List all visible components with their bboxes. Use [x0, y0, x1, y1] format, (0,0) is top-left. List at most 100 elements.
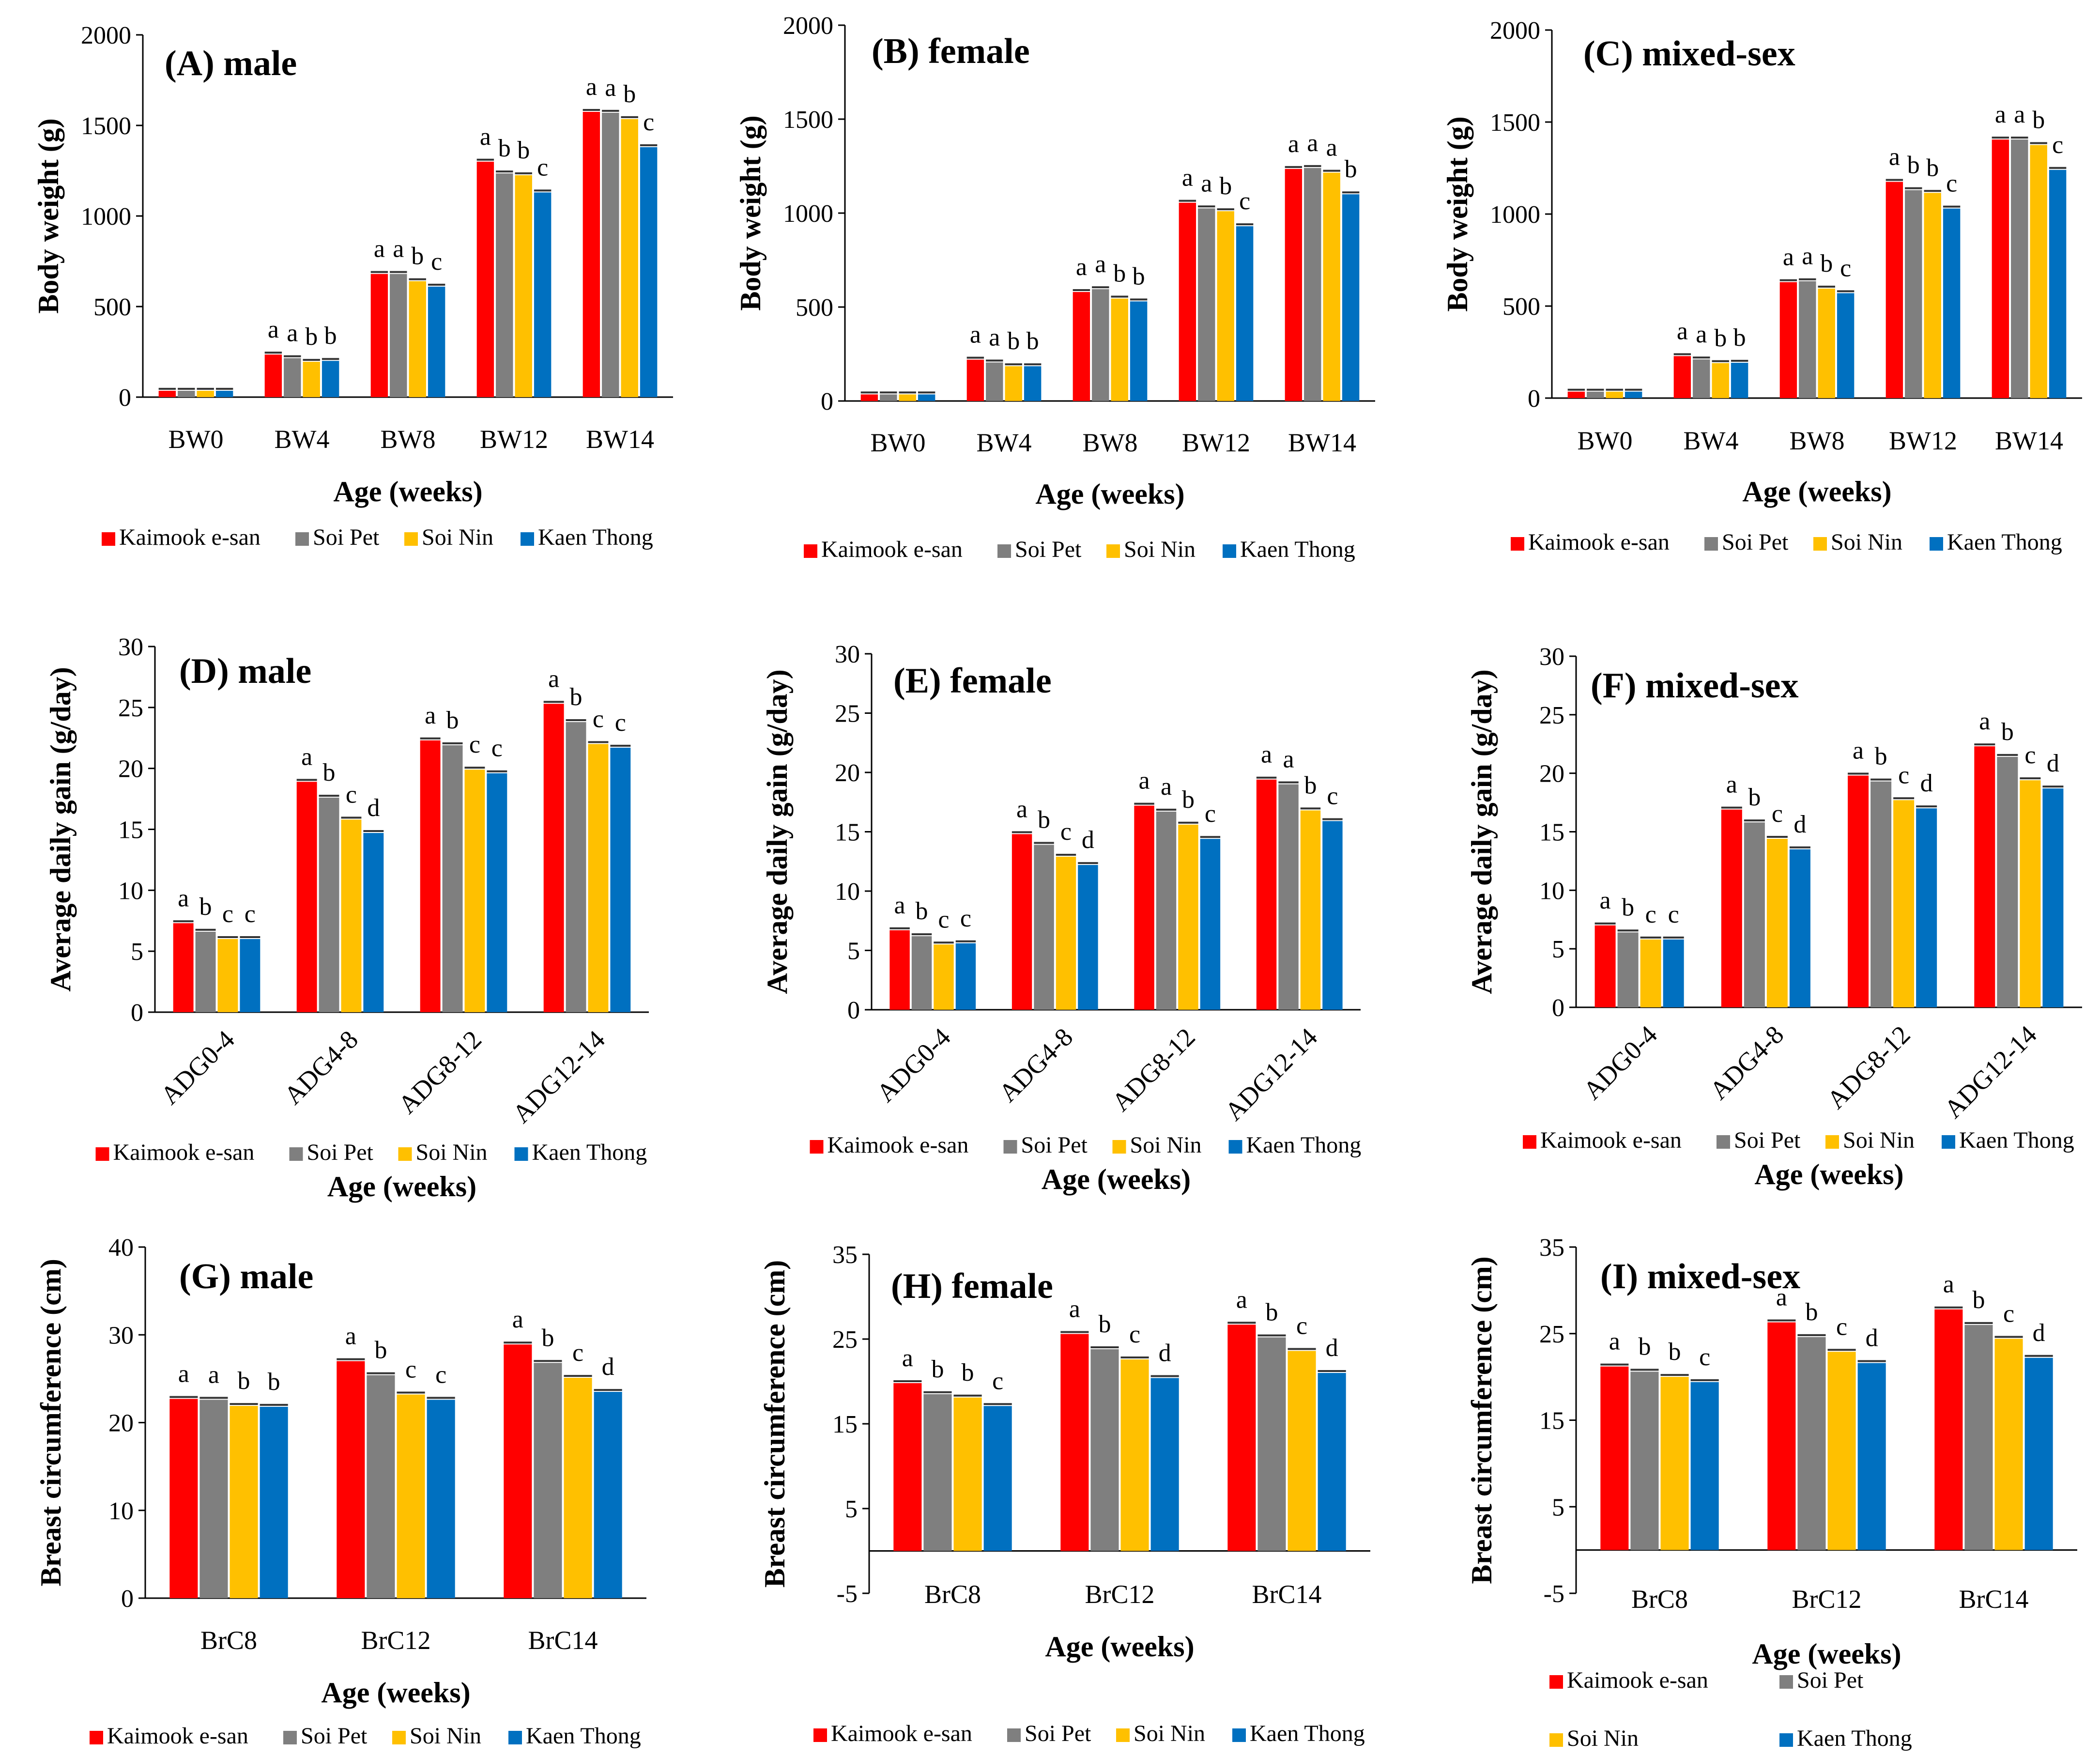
bar-kaen-thong	[2049, 170, 2067, 398]
y-tick-label: 20	[835, 759, 860, 787]
x-category-label: ADG12-14	[1219, 1022, 1323, 1126]
significance-letter: a	[989, 324, 1000, 351]
y-tick-label: 30	[1539, 643, 1564, 671]
x-category-label: ADG0-4	[1578, 1020, 1663, 1105]
bar-soi-pet	[1156, 811, 1177, 1010]
bar-kaimook-e-san	[1179, 202, 1196, 401]
legend-label: Soi Pet	[1015, 537, 1082, 562]
significance-letter: b	[931, 1356, 944, 1383]
y-tick-label: 40	[108, 1234, 134, 1262]
bar-kaimook-e-san	[860, 394, 878, 401]
significance-letter: a	[586, 73, 597, 101]
legend-swatch	[1523, 1135, 1536, 1149]
significance-letter: a	[425, 702, 436, 729]
bar-soi-pet	[178, 390, 195, 397]
bar-kaen-thong	[1342, 194, 1360, 401]
bar-soi-nin	[934, 944, 954, 1010]
significance-letter: b	[268, 1368, 280, 1396]
significance-letter: c	[405, 1356, 416, 1384]
significance-letter: c	[1060, 818, 1072, 846]
legend: Kaimook e-san Soi Pet Soi Nin Kaen Thong	[1511, 529, 2062, 555]
bar-kaimook-e-san	[582, 111, 600, 397]
bar-soi-nin	[2020, 780, 2041, 1007]
legend-swatch	[1942, 1135, 1955, 1149]
legend-swatch	[997, 544, 1011, 558]
x-category-label: BrC12	[1792, 1585, 1861, 1614]
significance-letter: b	[1007, 327, 1020, 355]
bar-kaimook-e-san	[264, 354, 282, 397]
bar-kaimook-e-san	[966, 359, 984, 401]
significance-letter: b	[1113, 260, 1126, 288]
legend-swatch	[1223, 544, 1236, 558]
significance-letter: b	[1820, 250, 1833, 277]
significance-letter: d	[1793, 811, 1806, 838]
bar-soi-nin	[515, 175, 532, 397]
panel-title: (E) female	[893, 661, 1052, 701]
bar-soi-pet	[1797, 1337, 1826, 1550]
significance-letter: a	[902, 1344, 913, 1372]
significance-letter: b	[1875, 743, 1887, 771]
significance-letter: c	[593, 705, 604, 733]
significance-letter: a	[1696, 321, 1707, 348]
bar-kaen-thong	[983, 1406, 1012, 1551]
bar-soi-pet	[1799, 281, 1816, 398]
panel-title: (D) male	[179, 651, 311, 691]
x-category-label: BrC12	[1085, 1580, 1154, 1609]
significance-letter: a	[1182, 164, 1193, 192]
x-category-label: BW12	[480, 425, 548, 454]
bar-soi-pet	[2011, 139, 2028, 399]
y-tick-label: 0	[1552, 994, 1564, 1022]
significance-letter: b	[1622, 894, 1634, 921]
legend-swatch	[1106, 544, 1120, 558]
x-category-label: BW8	[1083, 428, 1138, 457]
bar-kaen-thong	[640, 147, 658, 397]
y-tick-label: 30	[108, 1322, 134, 1349]
bar-kaen-thong	[1078, 865, 1098, 1010]
significance-letter: c	[1129, 1321, 1140, 1348]
significance-letter: a	[1161, 773, 1172, 801]
significance-letter: c	[469, 731, 480, 758]
x-category-label: ADG8-12	[1821, 1020, 1916, 1114]
bar-kaimook-e-san	[1721, 809, 1742, 1007]
x-category-label: BrC14	[1959, 1585, 2028, 1614]
significance-letter: a	[2014, 101, 2025, 128]
significance-letter: c	[491, 735, 503, 762]
bar-kaimook-e-san	[420, 740, 441, 1012]
x-category-label: BW0	[1578, 426, 1633, 455]
significance-letter: b	[305, 323, 318, 351]
bar-kaimook-e-san	[889, 930, 910, 1010]
legend-label: Soi Pet	[313, 524, 380, 550]
legend-label: Kaimook e-san	[831, 1721, 972, 1746]
y-tick-label: 25	[835, 700, 860, 728]
significance-letter: b	[2001, 718, 2014, 746]
significance-letter: a	[894, 892, 905, 919]
significance-letter: a	[268, 316, 279, 343]
bar-soi-nin	[953, 1397, 982, 1551]
bar-soi-pet	[1744, 822, 1765, 1007]
legend-label: Soi Pet	[1797, 1667, 1864, 1693]
y-tick-label: 20	[118, 755, 143, 783]
bar-soi-nin	[1111, 298, 1128, 401]
bar-soi-nin	[1120, 1359, 1149, 1551]
significance-letter: c	[1840, 254, 1851, 282]
bar-soi-pet	[1257, 1337, 1286, 1551]
y-tick-label: 15	[835, 819, 860, 847]
bar-soi-pet	[1587, 391, 1604, 398]
bar-kaen-thong	[918, 394, 935, 401]
significance-letter: c	[245, 900, 256, 928]
significance-letter: c	[1327, 782, 1338, 810]
legend-label: Kaen Thong	[526, 1723, 641, 1749]
bar-soi-pet	[923, 1394, 952, 1551]
legend-label: Soi Pet	[1722, 529, 1789, 555]
y-tick-label: 25	[832, 1326, 858, 1354]
significance-letter: b	[1133, 262, 1145, 290]
significance-letter: d	[602, 1353, 614, 1381]
significance-letter: a	[178, 884, 189, 912]
x-axis-title: Age (weeks)	[1035, 478, 1184, 510]
y-tick-label: 25	[1539, 702, 1564, 729]
bar-kaen-thong	[1663, 939, 1684, 1007]
bar-soi-nin	[397, 1394, 425, 1598]
x-category-label: BrC8	[200, 1626, 257, 1655]
significance-letter: d	[367, 794, 380, 822]
bar-soi-pet	[1092, 289, 1109, 401]
